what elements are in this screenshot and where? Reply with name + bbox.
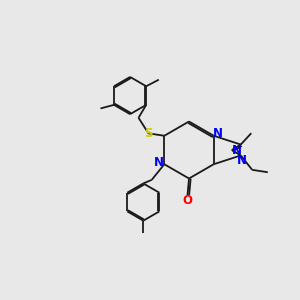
Text: N: N: [237, 154, 247, 167]
Text: O: O: [182, 194, 193, 208]
Text: N: N: [213, 127, 223, 140]
Text: N: N: [154, 156, 164, 169]
Text: N: N: [232, 143, 242, 157]
Text: S: S: [144, 127, 153, 140]
